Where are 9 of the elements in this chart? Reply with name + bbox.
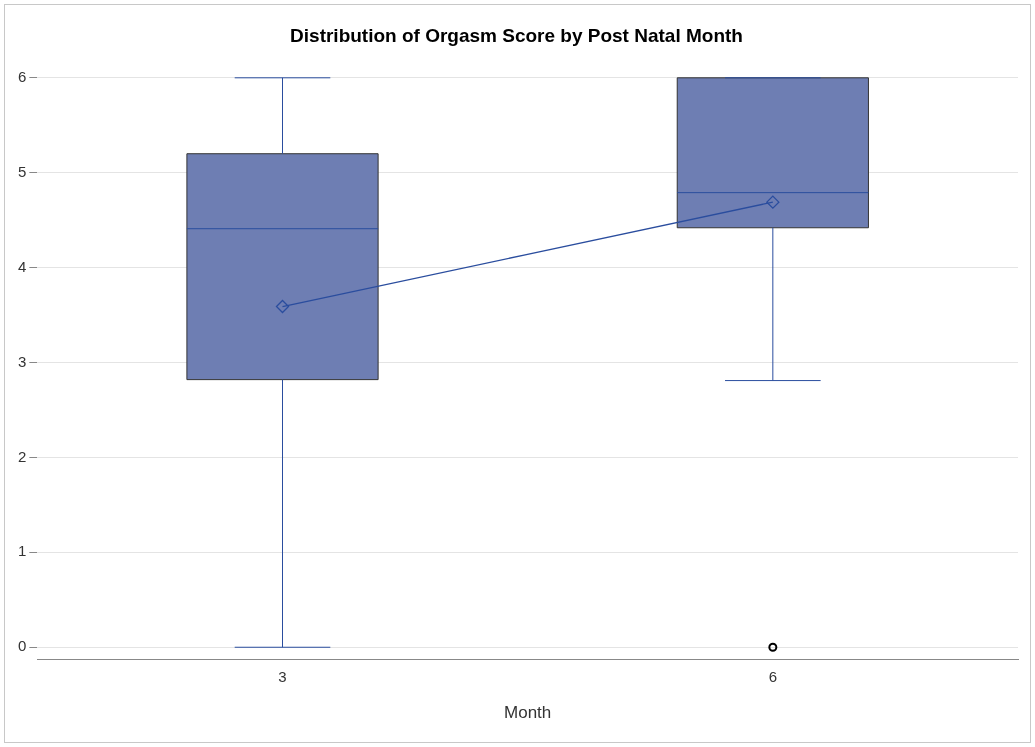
- chart-title: Distribution of Orgasm Score by Post Natal Month: [290, 24, 743, 46]
- y-tick-label: 5: [18, 162, 27, 180]
- y-tick-label: 3: [18, 352, 27, 370]
- x-axis-title: Month: [504, 703, 552, 723]
- y-tick-label: 6: [18, 67, 27, 85]
- y-tick-label: 1: [18, 542, 27, 560]
- y-tick-label: 2: [18, 447, 27, 465]
- y-tick-label: 4: [18, 257, 27, 275]
- y-tick-label: 0: [18, 637, 27, 655]
